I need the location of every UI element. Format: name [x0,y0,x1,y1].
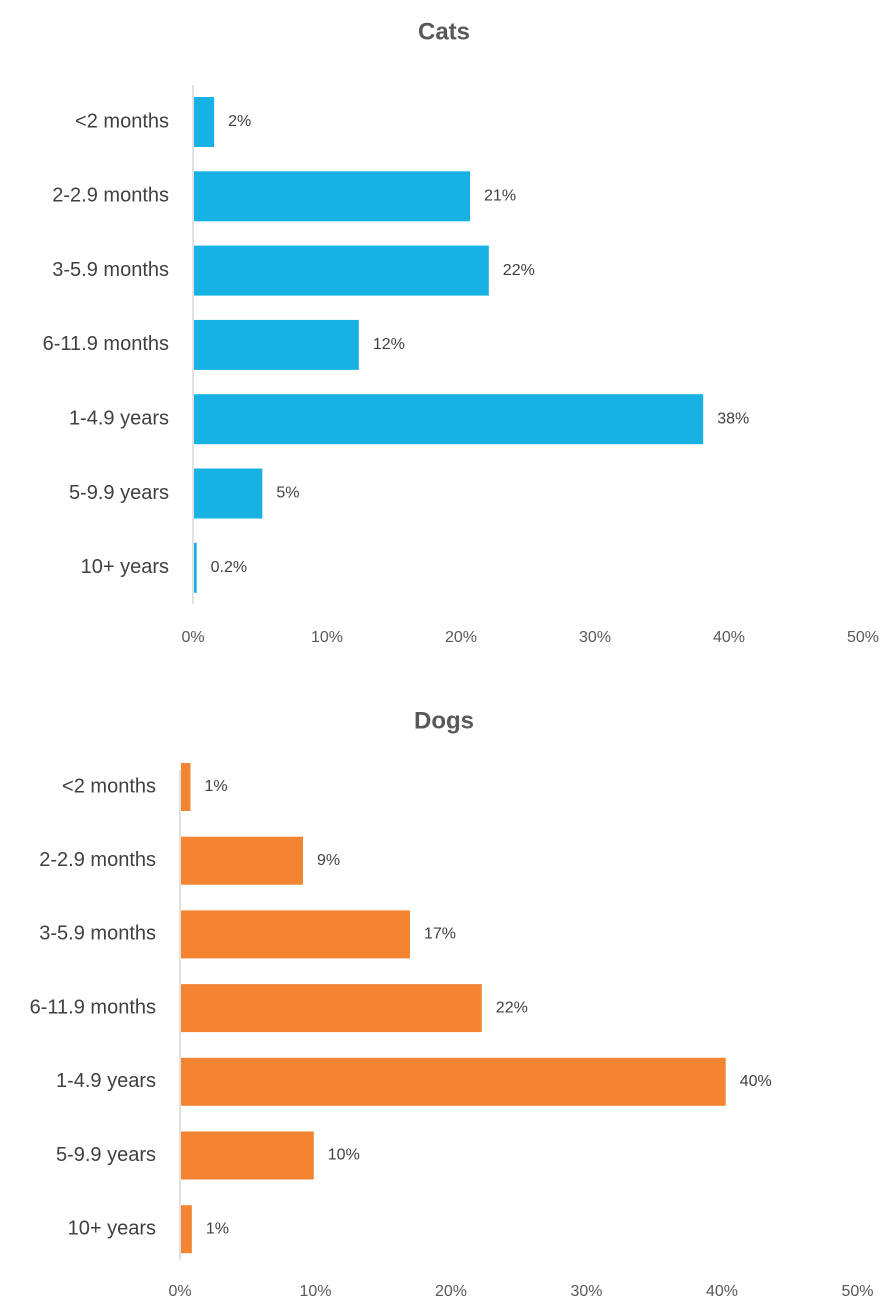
bar [181,1131,314,1180]
category-label: 10+ years [81,556,169,578]
category-label: 5-9.9 years [69,482,169,504]
x-tick-label: 30% [579,629,611,646]
bar [194,468,263,519]
category-label: 6-11.9 months [43,333,169,355]
data-label: 0.2% [211,559,247,576]
bar [181,763,191,811]
data-label: 21% [484,188,516,205]
x-tick-label: 50% [847,629,879,646]
category-label: 3-5.9 months [39,923,156,945]
cats-chart: Cats <2 months 2% 2-2.9 months 21% 3-5.9 mont… [43,18,879,646]
bar [194,394,704,445]
x-tick-label: 10% [311,629,343,646]
bar [194,171,471,222]
data-label: 22% [496,999,528,1016]
category-label: 1-4.9 years [69,407,169,429]
category-label: 6-11.9 months [30,996,156,1018]
data-label: 10% [328,1147,360,1164]
x-tick-label: 20% [445,629,477,646]
bar [181,1057,726,1106]
data-label: 9% [317,852,340,869]
x-tick-label: 10% [299,1283,331,1300]
category-label: 2-2.9 months [52,185,169,207]
x-tick-label: 40% [706,1283,738,1300]
data-label: 40% [740,1073,772,1090]
data-label: 38% [717,410,749,427]
x-tick-label: 0% [168,1283,191,1300]
x-tick-label: 30% [570,1283,602,1300]
data-label: 5% [276,485,299,502]
data-label: 17% [424,926,456,943]
data-label: 1% [206,1220,229,1237]
data-label: 22% [503,262,535,279]
bar [194,245,489,296]
category-label: 1-4.9 years [56,1070,156,1092]
bar [181,836,303,885]
chart-title: Cats [418,18,470,45]
bar [181,910,410,959]
category-label: 2-2.9 months [39,849,156,871]
bar [181,1205,192,1254]
category-label: <2 months [75,110,169,132]
category-label: 10+ years [68,1217,156,1239]
dogs-chart: Dogs <2 months 1% 2-2.9 months 9% 3-5.9 month… [30,707,874,1300]
category-label: <2 months [62,775,156,797]
data-label: 12% [373,336,405,353]
bar [194,319,359,370]
x-tick-label: 20% [435,1283,467,1300]
category-label: 5-9.9 years [56,1144,156,1166]
x-tick-label: 50% [841,1283,873,1300]
x-tick-label: 40% [713,629,745,646]
category-label: 3-5.9 months [52,259,169,281]
bar [194,542,197,593]
bar [181,984,482,1033]
chart-title: Dogs [414,707,474,734]
data-label: 2% [228,113,251,130]
bar [194,97,215,147]
data-label: 1% [204,778,227,795]
x-tick-label: 0% [181,629,204,646]
